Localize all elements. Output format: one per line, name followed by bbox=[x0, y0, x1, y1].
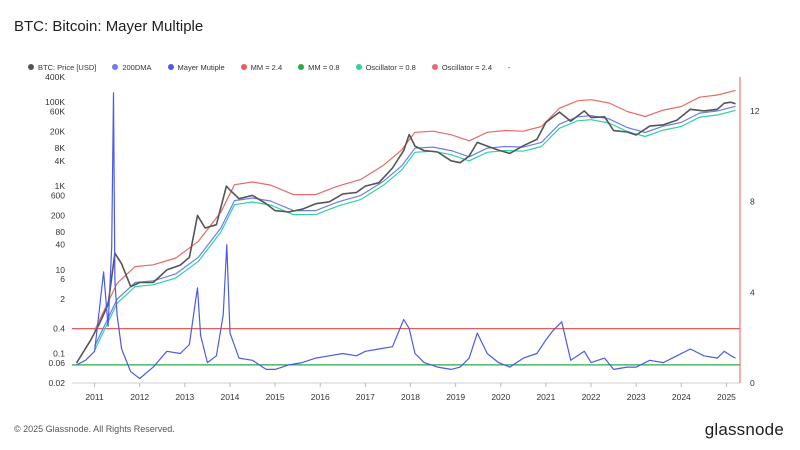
left-axis-tick-label: 8K bbox=[55, 143, 66, 153]
left-axis-tick-label: 0.1 bbox=[53, 349, 65, 359]
left-axis-tick-label: 10 bbox=[56, 265, 66, 275]
right-axis-tick-label: 8 bbox=[750, 197, 755, 207]
legend-dot-icon bbox=[240, 64, 247, 70]
legend-label: MM = 2.4 bbox=[250, 62, 283, 72]
left-axis-tick-label: 60K bbox=[50, 107, 65, 117]
x-axis-tick-label: 2011 bbox=[85, 392, 104, 402]
x-axis-tick-label: 2023 bbox=[627, 392, 646, 402]
left-axis-tick-label: 40 bbox=[56, 240, 66, 250]
x-axis-tick-label: 2015 bbox=[266, 392, 285, 402]
x-axis-tick-label: 2025 bbox=[717, 392, 736, 402]
x-axis-tick-label: 2018 bbox=[401, 392, 420, 402]
legend-item[interactable]: MM = 0.8 bbox=[298, 62, 340, 72]
left-axis-tick-label: 0.4 bbox=[53, 323, 65, 333]
legend-item[interactable]: 200DMA bbox=[112, 62, 152, 72]
glassnode-logo: glassnode bbox=[704, 420, 784, 439]
mayer-multiple-line bbox=[76, 92, 736, 380]
legend-extra: - bbox=[508, 62, 511, 72]
x-axis-tick-label: 2012 bbox=[130, 392, 149, 402]
x-axis-tick-label: 2020 bbox=[491, 392, 510, 402]
legend-item[interactable]: MM = 2.4 bbox=[240, 62, 283, 72]
legend-item[interactable]: BTC: Price [USD] bbox=[28, 63, 96, 72]
left-axis-tick-label: 6 bbox=[60, 274, 65, 284]
legend-dot-icon bbox=[167, 64, 174, 70]
right-axis-tick-label: 4 bbox=[750, 287, 755, 297]
x-axis-tick-label: 2024 bbox=[672, 392, 691, 402]
copyright-footer: © 2025 Glassnode. All Rights Reserved. bbox=[14, 424, 175, 434]
right-axis-tick-label: 0 bbox=[750, 378, 755, 388]
x-axis-tick-label: 2019 bbox=[446, 392, 465, 402]
legend-label: BTC: Price [USD] bbox=[38, 62, 97, 72]
dma-200-line bbox=[94, 105, 736, 347]
legend-label: Oscillator = 0.8 bbox=[365, 62, 416, 72]
btc-price-line bbox=[75, 101, 736, 364]
legend-dot-icon bbox=[28, 64, 34, 70]
legend-label: Oscillator = 2.4 bbox=[441, 62, 493, 72]
left-axis-tick-label: 1K bbox=[55, 181, 66, 191]
legend-dot-icon bbox=[355, 64, 362, 70]
x-axis-tick-label: 2017 bbox=[356, 392, 375, 402]
left-axis-tick-label: 200 bbox=[51, 210, 65, 220]
left-axis-tick-label: 600 bbox=[51, 190, 65, 200]
page-title: BTC: Bitcoin: Mayer Multiple bbox=[14, 18, 204, 35]
x-axis-tick-label: 2013 bbox=[175, 392, 194, 402]
legend-item[interactable]: Oscillator = 2.4 bbox=[431, 62, 493, 72]
x-axis-tick-label: 2021 bbox=[536, 392, 555, 402]
legend-item[interactable]: Oscillator = 0.8 bbox=[355, 62, 416, 72]
legend-dot-icon bbox=[298, 64, 305, 70]
left-axis-tick-label: 4K bbox=[55, 156, 66, 166]
left-axis-tick-label: 2 bbox=[60, 294, 65, 304]
left-axis-tick-label: 20K bbox=[50, 127, 65, 137]
legend-label: Mayer Mutiple bbox=[177, 62, 225, 72]
legend-label: 200DMA bbox=[122, 62, 152, 72]
oscillator-2-4-line bbox=[94, 89, 736, 331]
x-axis-tick-label: 2022 bbox=[582, 392, 601, 402]
legend-dot-icon bbox=[431, 64, 438, 70]
left-axis-tick-label: 0.02 bbox=[48, 378, 65, 388]
left-axis-tick-label: 0.06 bbox=[48, 358, 65, 368]
chart-legend: BTC: Price [USD] 200DMA Mayer Mutiple MM = … bbox=[28, 61, 511, 73]
x-axis-tick-label: 2014 bbox=[221, 392, 240, 402]
right-axis-tick-label: 12 bbox=[750, 106, 760, 116]
x-axis-tick-label: 2016 bbox=[311, 392, 330, 402]
left-axis-tick-label: 80 bbox=[56, 227, 66, 237]
left-axis-tick-label: 400K bbox=[45, 72, 65, 82]
legend-label: MM = 0.8 bbox=[308, 62, 340, 72]
left-axis-tick-label: 100K bbox=[45, 97, 65, 107]
legend-item[interactable]: Mayer Mutiple bbox=[167, 62, 225, 72]
legend-dot-icon bbox=[112, 64, 119, 70]
